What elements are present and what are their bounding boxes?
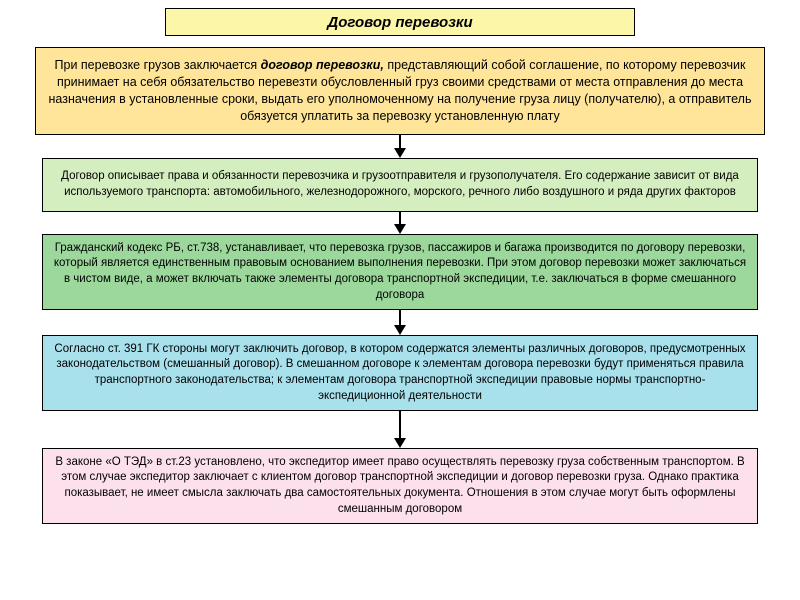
box-civil-code: Гражданский кодекс РБ, ст.738, устанавли… [42, 234, 758, 310]
arrow-4-head [394, 438, 406, 448]
b3-text: Гражданский кодекс РБ, ст.738, устанавли… [53, 241, 747, 303]
arrow-4-shaft [399, 411, 401, 438]
arrow-2-head [394, 224, 406, 234]
arrow-3-shaft [399, 310, 401, 325]
box-article-391: Согласно ст. 391 ГК стороны могут заключ… [42, 335, 758, 411]
box-rights-duties: Договор описывает права и обязанности пе… [42, 158, 758, 212]
box1-content: При перевозке грузов заключается договор… [46, 57, 754, 125]
b2-text: Договор описывает права и обязанности пе… [53, 169, 747, 200]
diagram-title: Договор перевозки [165, 8, 635, 36]
b1-pre: При перевозке грузов заключается [55, 58, 261, 72]
title-text: Договор перевозки [327, 14, 472, 31]
b4-text: Согласно ст. 391 ГК стороны могут заключ… [53, 342, 747, 404]
box-ted-law: В законе «О ТЭД» в ст.23 установлено, чт… [42, 448, 758, 524]
arrow-1-shaft [399, 135, 401, 148]
arrow-3-head [394, 325, 406, 335]
b1-bold: договор перевозки, [261, 58, 384, 72]
arrow-2-shaft [399, 212, 401, 224]
arrow-1-head [394, 148, 406, 158]
b5-text: В законе «О ТЭД» в ст.23 установлено, чт… [53, 455, 747, 517]
box-definition: При перевозке грузов заключается договор… [35, 47, 765, 135]
